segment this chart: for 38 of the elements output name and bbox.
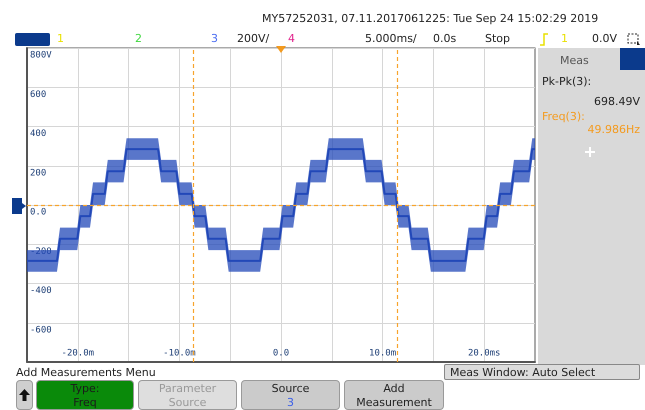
y-tick-label: 0.0 [30,208,46,218]
text: Meas Window: Auto Select [450,366,596,379]
text: 3 [211,32,218,45]
text: 0.0V [592,32,618,45]
x-tick-label: 0.0 [272,348,290,358]
x-tick-label: 20.0ms [468,348,500,358]
text: 698.49V [592,95,640,108]
text: Add [382,382,406,395]
text: Add Measurements Menu [16,366,156,379]
y-tick-label: 800V [30,50,52,60]
y-tick-label: 400 [30,129,46,139]
text: MY57252031, 07.11.2017061225: Tue Sep 24 15:02:29 2019 [262,12,598,25]
text: 3 [286,396,295,409]
text: 0.0s [433,32,456,45]
y-tick-label: -400 [30,286,52,296]
x-tick-label: -10.0m [163,348,196,358]
text: Meas [560,54,589,67]
y-tick-label: 200 [30,168,46,178]
text: 2 [135,32,142,45]
text: Source [168,396,208,409]
text: Pk-Pk(3): [542,75,592,88]
text: Parameter [158,382,218,395]
text: Measurement [355,396,433,409]
text: 4 [288,32,295,45]
text: Freq(3): [542,110,585,123]
text: 49.986Hz [586,123,640,136]
text: Stop [485,32,510,45]
text: 200V/ [237,32,270,45]
text: Freq [72,396,98,409]
text: Type: [70,382,100,395]
y-tick-label: 600 [30,90,46,100]
x-tick-label: 10.0m [369,348,396,358]
text: 5.000ms/ [365,32,417,45]
y-tick-label: -600 [30,325,52,336]
x-tick-label: -20.0m [62,348,94,358]
text: 1 [57,32,64,45]
text: 1 [561,32,568,45]
text: Source [270,382,310,395]
